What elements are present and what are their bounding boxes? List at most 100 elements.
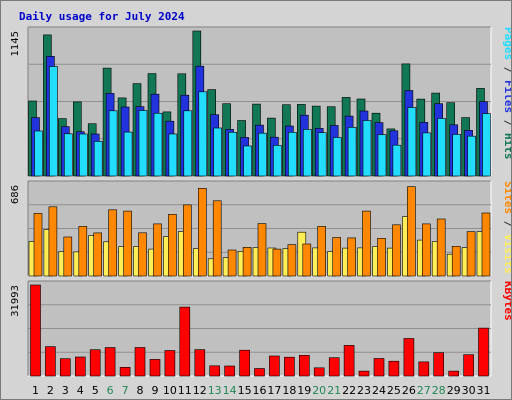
kbytes-bar-day-30 — [463, 354, 474, 377]
pages-bar-day-23 — [362, 120, 372, 177]
day-label-18: 18 — [282, 384, 296, 397]
panel-1-legend: Pages / Files / Hits — [502, 27, 511, 160]
kbytes-bar-day-8 — [134, 347, 146, 377]
kbytes-bar-day-15 — [239, 349, 250, 377]
pages-bar-day-7 — [123, 131, 133, 177]
sites-bar-day-28 — [436, 218, 446, 277]
panel-1-ytick: 1145 — [10, 31, 21, 56]
day-label-16: 16 — [253, 384, 267, 397]
sites-bar-day-4 — [78, 226, 88, 277]
sites-bar-day-3 — [63, 236, 73, 277]
day-label-11: 11 — [178, 384, 192, 397]
sites-bar-day-10 — [168, 214, 177, 277]
day-label-3: 3 — [62, 384, 69, 397]
sites-bar-day-15 — [242, 247, 252, 277]
pages-bar-day-3 — [63, 133, 73, 177]
pages-bar-day-19 — [302, 129, 312, 177]
kbytes-bar-day-9 — [149, 359, 161, 377]
sites-bar-day-27 — [421, 223, 431, 277]
chart-title: Daily usage for July 2024 — [19, 10, 185, 23]
pages-bar-day-10 — [168, 133, 178, 177]
kbytes-bar-day-1 — [30, 284, 41, 377]
kbytes-bar-day-29 — [448, 370, 460, 377]
sites-bar-day-29 — [451, 246, 461, 277]
pages-bar-day-26 — [407, 107, 417, 177]
day-label-28: 28 — [432, 384, 446, 397]
sites-bar-day-12 — [198, 188, 207, 277]
kbytes-bar-day-2 — [45, 346, 56, 377]
kbytes-bar-day-31 — [478, 327, 489, 377]
pages-bar-day-24 — [377, 134, 387, 177]
kbytes-bar-day-6 — [104, 347, 116, 377]
pages-bar-day-12 — [198, 91, 208, 177]
kbytes-bar-day-20 — [313, 367, 325, 377]
sites-bar-day-25 — [392, 224, 401, 277]
kbytes-bar-day-3 — [59, 358, 71, 377]
kbytes-bar-day-23 — [358, 370, 370, 377]
day-label-13: 13 — [208, 384, 222, 397]
panel-2-legend: Sites / Visits — [502, 181, 511, 274]
day-label-6: 6 — [107, 384, 114, 397]
day-label-27: 27 — [417, 384, 431, 397]
sites-bar-day-2 — [48, 206, 58, 277]
legend-label: Files — [502, 80, 511, 113]
legend-label: KBytes — [502, 281, 511, 321]
kbytes-bar-day-11 — [179, 306, 191, 377]
sites-bar-day-20 — [317, 226, 327, 277]
sites-bar-day-17 — [272, 248, 282, 277]
pages-bar-day-29 — [452, 134, 462, 177]
legend-label: Pages — [502, 27, 511, 60]
pages-bar-day-21 — [332, 137, 342, 177]
pages-bar-day-9 — [153, 113, 163, 177]
sites-bar-day-30 — [466, 231, 476, 277]
day-label-17: 17 — [267, 384, 281, 397]
sites-bar-day-6 — [108, 209, 117, 277]
day-label-12: 12 — [193, 384, 207, 397]
kbytes-bar-day-4 — [75, 356, 86, 377]
legend-label: / — [502, 214, 511, 234]
kbytes-bar-day-26 — [403, 338, 415, 377]
day-label-21: 21 — [327, 384, 341, 397]
day-label-22: 22 — [342, 384, 356, 397]
pages-bar-day-22 — [347, 127, 357, 177]
pages-bar-day-25 — [392, 144, 402, 177]
day-label-1: 1 — [32, 384, 39, 397]
kbytes-bar-day-13 — [209, 365, 220, 377]
day-label-26: 26 — [402, 384, 416, 397]
day-label-24: 24 — [372, 384, 386, 397]
day-label-9: 9 — [152, 384, 159, 397]
kbytes-bar-day-17 — [269, 355, 280, 377]
pages-bar-day-15 — [243, 145, 252, 177]
pages-bar-day-4 — [79, 133, 88, 177]
kbytes-bar-day-24 — [373, 358, 385, 377]
sites-bar-day-22 — [347, 237, 356, 277]
pages-bar-day-14 — [228, 132, 237, 177]
day-label-2: 2 — [47, 384, 54, 397]
kbytes-bar-day-21 — [328, 357, 340, 377]
sites-bar-day-8 — [138, 232, 147, 277]
sites-bar-day-7 — [123, 210, 132, 277]
pages-bar-day-18 — [288, 132, 297, 177]
sites-bar-day-5 — [93, 232, 102, 277]
sites-bar-day-23 — [362, 210, 371, 277]
kbytes-bar-day-19 — [298, 354, 310, 377]
kbytes-bar-day-5 — [89, 349, 101, 377]
day-label-31: 31 — [477, 384, 491, 397]
sites-bar-day-21 — [332, 237, 342, 277]
kbytes-bar-day-27 — [418, 361, 430, 377]
pages-bar-day-2 — [49, 66, 58, 177]
sites-bar-day-16 — [257, 223, 267, 277]
panel-3-legend: KBytes — [502, 281, 511, 321]
sites-bar-day-24 — [377, 238, 386, 277]
legend-label: / — [502, 113, 511, 133]
pages-bar-day-28 — [437, 118, 447, 177]
kbytes-bar-day-12 — [194, 349, 206, 377]
day-label-8: 8 — [137, 384, 144, 397]
sites-bar-day-26 — [407, 186, 416, 277]
pages-bar-day-8 — [138, 110, 148, 177]
pages-bar-day-31 — [482, 113, 491, 177]
legend-label: Hits — [502, 133, 511, 160]
day-label-14: 14 — [223, 384, 237, 397]
day-label-15: 15 — [238, 384, 252, 397]
